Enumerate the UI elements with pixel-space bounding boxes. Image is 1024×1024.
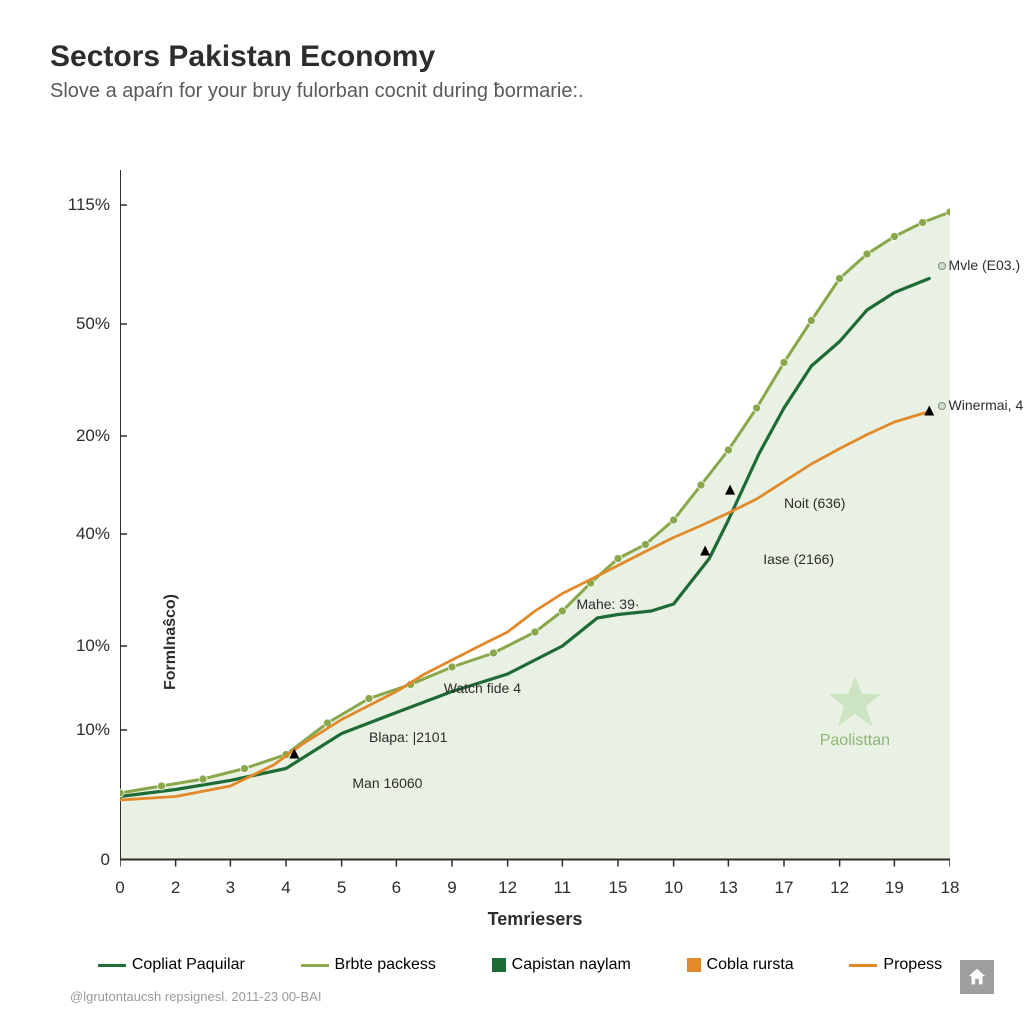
legend-item: Propess	[849, 956, 942, 974]
y-tick-label: 115%	[50, 195, 110, 215]
legend-label: Copliat Paquilar	[132, 956, 245, 974]
legend-item: Copliat Paquilar	[98, 956, 245, 974]
legend-line-swatch	[301, 964, 329, 967]
y-tick-label: 10%	[50, 720, 110, 740]
x-tick-label: 0	[105, 878, 135, 898]
x-tick-label: 12	[493, 878, 523, 898]
legend-box-swatch	[492, 958, 506, 972]
y-tick-label: 10%	[50, 636, 110, 656]
x-tick-label: 13	[713, 878, 743, 898]
chart-annotation: Noit (636)	[784, 495, 845, 511]
x-tick-label: 6	[381, 878, 411, 898]
chart-svg	[120, 170, 950, 870]
chart-annotation: Iase (2166)	[763, 551, 834, 567]
home-icon[interactable]	[960, 960, 994, 994]
x-tick-label: 9	[437, 878, 467, 898]
legend-line-swatch	[849, 964, 877, 967]
x-tick-label: 10	[659, 878, 689, 898]
chart-annotation: Man 16060	[352, 775, 422, 791]
x-tick-label: 12	[825, 878, 855, 898]
y-tick-label: 20%	[50, 426, 110, 446]
x-tick-label: 5	[327, 878, 357, 898]
legend-label: Cobla rursta	[707, 956, 794, 974]
legend-item: Cobla rursta	[687, 956, 794, 974]
chart-title: Sectors Pakistan Economy	[50, 40, 974, 74]
x-tick-label: 15	[603, 878, 633, 898]
x-tick-label: 11	[547, 878, 577, 898]
y-tick-label: 50%	[50, 314, 110, 334]
legend-item: Brbte packess	[301, 956, 436, 974]
legend-label: Propess	[883, 956, 942, 974]
legend-box-swatch	[687, 958, 701, 972]
legend-label: Capistan naylam	[512, 956, 631, 974]
chart-annotation: Watch fide 4	[444, 680, 521, 696]
y-tick-label: 0	[50, 850, 110, 870]
y-axis-label: Formlnaŝco)	[162, 594, 180, 690]
chart-annotation: Mahe: 39·	[577, 596, 640, 612]
chart-footer: @lgrutontaucsh repsignesl. 2011-23 00-BA…	[70, 989, 321, 1004]
chart-annotation: Blapa: |2101	[369, 729, 447, 745]
chart-legend: Copliat Paquilar Brbte packess Capistan na…	[70, 956, 970, 974]
x-tick-label: 2	[161, 878, 191, 898]
chart-subtitle: Slove a apaŕn for your bruy fulorban coc…	[50, 80, 974, 103]
x-tick-label: 4	[271, 878, 301, 898]
x-axis-label: Temriesers	[120, 909, 950, 930]
x-tick-label: 18	[935, 878, 965, 898]
pakistan-watermark: Paolisttan	[820, 674, 890, 750]
chart-annotation: Mvle (E03.)	[938, 257, 1021, 273]
y-tick-label: 40%	[50, 524, 110, 544]
chart-annotation: Winermai, 4	[938, 397, 1024, 413]
legend-label: Brbte packess	[335, 956, 436, 974]
x-tick-label: 3	[215, 878, 245, 898]
x-tick-label: 19	[879, 878, 909, 898]
chart-container: Sectors Pakistan Economy Slove a apaŕn f…	[0, 0, 1024, 1024]
legend-item: Capistan naylam	[492, 956, 631, 974]
legend-line-swatch	[98, 964, 126, 967]
x-tick-label: 17	[769, 878, 799, 898]
watermark-label: Paolisttan	[820, 732, 890, 749]
chart-plot-area: 115%50%20%40%10%10%0 0234569121115101317…	[120, 170, 950, 870]
